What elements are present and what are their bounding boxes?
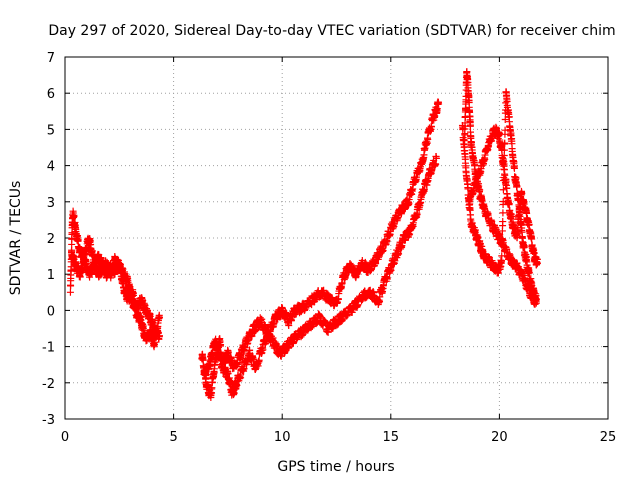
y-tick-label: 3 [47, 196, 55, 211]
data-point [255, 356, 263, 364]
data-point [258, 315, 266, 323]
data-point [435, 100, 443, 108]
data-point [499, 218, 507, 226]
x-tick-label: 0 [61, 430, 69, 445]
data-point [459, 125, 467, 133]
data-point [202, 371, 210, 379]
data-point [525, 268, 533, 276]
data-point [424, 135, 432, 143]
x-axis-title: GPS time / hours [277, 459, 394, 475]
data-point [217, 341, 225, 349]
data-point [427, 123, 435, 131]
y-tick-label: 1 [47, 268, 55, 283]
data-point [432, 154, 440, 162]
data-point [466, 121, 474, 129]
data-point [324, 328, 332, 336]
data-point [372, 259, 380, 267]
data-point [322, 318, 330, 326]
series-trace-g [465, 123, 541, 269]
data-point [499, 186, 507, 194]
data-point [383, 275, 391, 283]
x-tick-label: 5 [169, 430, 177, 445]
series-trace-b [68, 248, 163, 351]
y-tick-label: 6 [47, 87, 55, 102]
data-point [289, 339, 297, 347]
y-tick-label: 5 [47, 123, 55, 138]
x-tick-label: 20 [491, 430, 508, 445]
data-point [432, 160, 440, 168]
series-trace-f [458, 88, 540, 304]
data-point [495, 129, 503, 137]
data-point [528, 235, 536, 243]
data-point [499, 209, 507, 217]
data-point [379, 247, 387, 255]
data-point [532, 296, 540, 304]
data-point [513, 183, 521, 191]
data-point [66, 288, 74, 296]
chart-title: Day 297 of 2020, Sidereal Day-to-day VTE… [48, 23, 615, 39]
y-tick-label: 4 [47, 160, 55, 175]
y-tick-label: -2 [42, 377, 55, 392]
data-point [498, 252, 506, 260]
y-tick-label: 2 [47, 232, 55, 247]
data-point [518, 190, 526, 198]
y-tick-label: -1 [42, 341, 55, 356]
data-point [476, 186, 484, 194]
x-tick-label: 15 [383, 430, 400, 445]
plot-frame [64, 56, 609, 420]
x-tick-label: 25 [600, 430, 617, 445]
data-point [474, 233, 482, 241]
data-point [74, 236, 82, 244]
data-point [240, 365, 248, 373]
y-tick-label: 0 [47, 304, 55, 319]
y-axis-title: SDTVAR / TECUs [8, 181, 24, 296]
x-tick-label: 10 [274, 430, 291, 445]
series-trace-c [198, 98, 443, 401]
data-point [155, 314, 163, 322]
series-trace-d [200, 152, 440, 379]
data-point [285, 321, 293, 329]
y-tick-label: -3 [42, 413, 55, 428]
data-point [501, 116, 509, 124]
data-point [533, 259, 541, 267]
data-point [492, 225, 500, 233]
data-point [70, 212, 78, 220]
data-point [273, 340, 281, 348]
data-point [339, 315, 347, 323]
data-point [510, 164, 518, 172]
data-point [494, 269, 502, 277]
grid [65, 57, 608, 419]
y-tick-label: 7 [47, 51, 55, 66]
data-series [66, 68, 541, 401]
data-point [269, 334, 277, 342]
data-point [237, 374, 245, 382]
data-point [498, 235, 506, 243]
data-point [505, 200, 513, 208]
data-point [132, 303, 140, 311]
